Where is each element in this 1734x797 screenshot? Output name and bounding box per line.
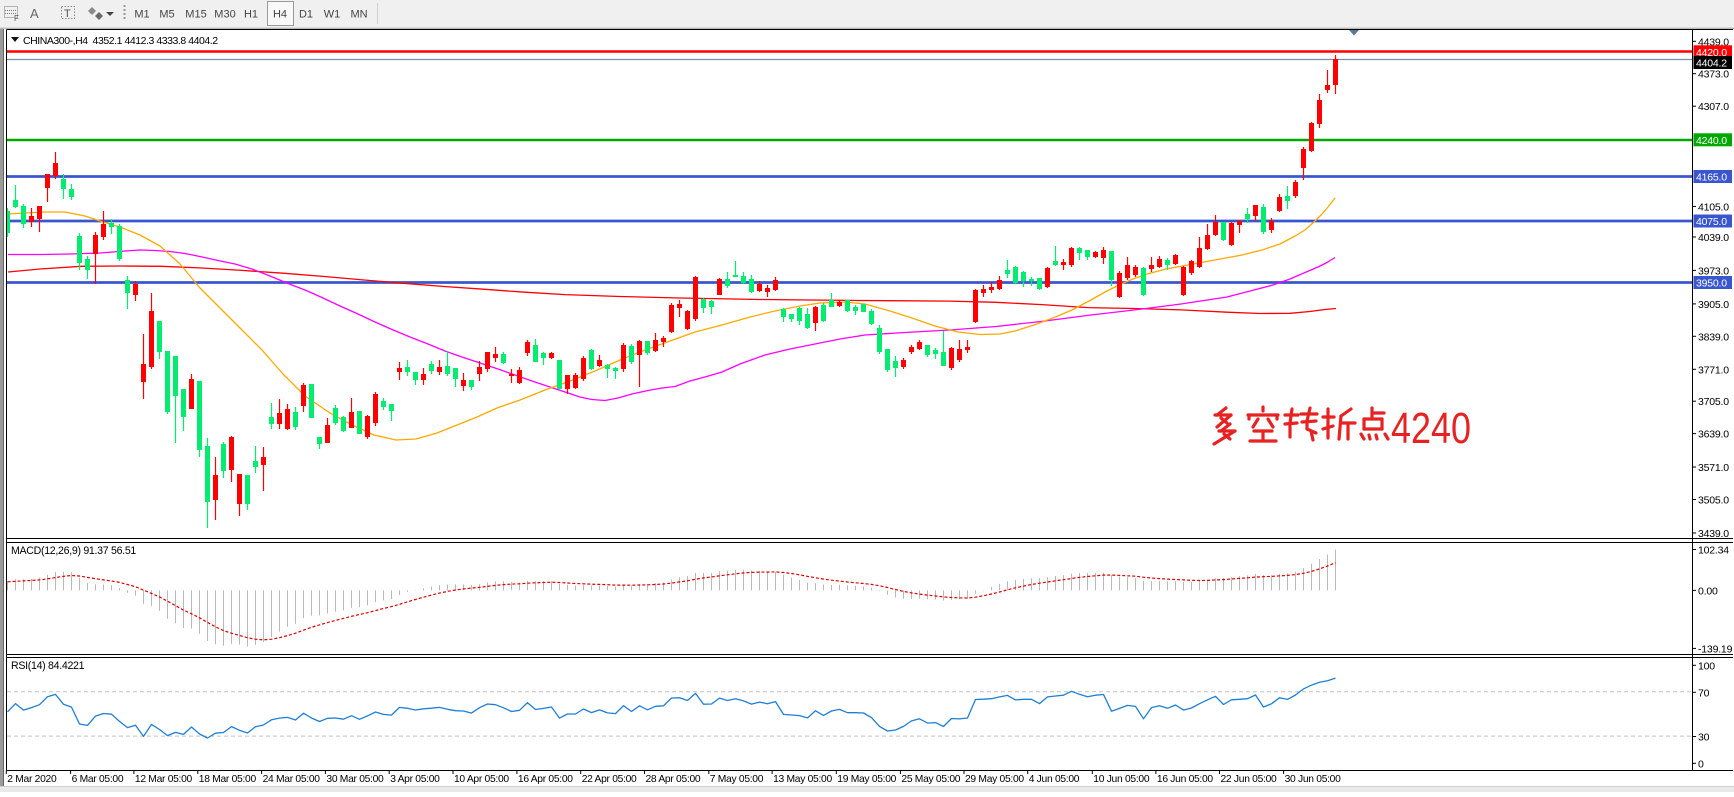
svg-text:A: A (30, 6, 39, 21)
svg-text:30 Mar 05:00: 30 Mar 05:00 (326, 774, 384, 785)
svg-text:4039.0: 4039.0 (1698, 232, 1729, 244)
svg-text:29 May 05:00: 29 May 05:00 (965, 774, 1024, 785)
svg-text:4420.0: 4420.0 (1696, 47, 1727, 59)
svg-text:M5: M5 (159, 9, 174, 21)
svg-text:16 Apr 05:00: 16 Apr 05:00 (518, 774, 573, 785)
svg-text:7 May 05:00: 7 May 05:00 (710, 774, 764, 785)
svg-text:100: 100 (1698, 660, 1715, 672)
svg-text:24 Mar 05:00: 24 Mar 05:00 (263, 774, 321, 785)
svg-text:3 Apr 05:00: 3 Apr 05:00 (390, 774, 440, 785)
svg-text:2 Mar 2020: 2 Mar 2020 (7, 774, 57, 785)
svg-text:H4: H4 (273, 9, 287, 21)
svg-text:H1: H1 (244, 9, 258, 21)
svg-text:102.34: 102.34 (1698, 545, 1729, 557)
svg-text:T: T (64, 8, 71, 20)
svg-text:6 Mar 05:00: 6 Mar 05:00 (72, 774, 124, 785)
svg-text:22 Apr 05:00: 22 Apr 05:00 (582, 774, 637, 785)
svg-text:-139.19: -139.19 (1698, 643, 1733, 655)
svg-text:4075.0: 4075.0 (1696, 216, 1727, 228)
svg-text:4307.0: 4307.0 (1698, 101, 1729, 113)
svg-text:22 Jun 05:00: 22 Jun 05:00 (1221, 774, 1278, 785)
svg-text:18 Mar 05:00: 18 Mar 05:00 (199, 774, 257, 785)
svg-text:4165.0: 4165.0 (1696, 172, 1727, 184)
svg-text:12 Mar 05:00: 12 Mar 05:00 (135, 774, 193, 785)
svg-text:3973.0: 3973.0 (1698, 265, 1729, 277)
svg-text:3705.0: 3705.0 (1698, 396, 1729, 408)
svg-text:MACD(12,26,9) 91.37 56.51: MACD(12,26,9) 91.37 56.51 (11, 545, 136, 557)
svg-text:CHINA300-,H4 4352.1 4412.3 43: CHINA300-,H4 4352.1 4412.3 4333.8 4404.2 (23, 35, 218, 47)
svg-text:3439.0: 3439.0 (1698, 528, 1729, 540)
svg-text:RSI(14) 84.4221: RSI(14) 84.4221 (11, 660, 85, 672)
svg-text:3905.0: 3905.0 (1698, 299, 1729, 311)
svg-text:0.00: 0.00 (1698, 585, 1718, 597)
svg-text:3505.0: 3505.0 (1698, 495, 1729, 507)
svg-text:70: 70 (1698, 687, 1710, 699)
svg-text:M15: M15 (185, 9, 206, 21)
svg-text:28 Apr 05:00: 28 Apr 05:00 (646, 774, 701, 785)
svg-text:M1: M1 (134, 9, 149, 21)
svg-text:13 May 05:00: 13 May 05:00 (773, 774, 832, 785)
svg-text:M30: M30 (214, 9, 235, 21)
svg-text:4105.0: 4105.0 (1698, 202, 1729, 214)
svg-text:4240: 4240 (1391, 404, 1471, 453)
svg-text:4373.0: 4373.0 (1698, 69, 1729, 81)
svg-text:3771.0: 3771.0 (1698, 364, 1729, 376)
svg-text:3839.0: 3839.0 (1698, 331, 1729, 343)
svg-text:F: F (14, 14, 19, 23)
svg-text:25 May 05:00: 25 May 05:00 (901, 774, 960, 785)
svg-text:10 Jun 05:00: 10 Jun 05:00 (1093, 774, 1150, 785)
svg-text:3639.0: 3639.0 (1698, 429, 1729, 441)
svg-text:16 Jun 05:00: 16 Jun 05:00 (1157, 774, 1214, 785)
svg-text:30 Jun 05:00: 30 Jun 05:00 (1285, 774, 1342, 785)
svg-text:0: 0 (1698, 758, 1704, 770)
svg-text:MN: MN (350, 9, 367, 21)
svg-text:W1: W1 (324, 9, 341, 21)
svg-text:30: 30 (1698, 732, 1710, 744)
svg-text:19 May 05:00: 19 May 05:00 (837, 774, 896, 785)
svg-text:3571.0: 3571.0 (1698, 462, 1729, 474)
svg-text:4404.2: 4404.2 (1696, 58, 1727, 70)
svg-text:10 Apr 05:00: 10 Apr 05:00 (454, 774, 509, 785)
svg-text:3950.0: 3950.0 (1696, 278, 1727, 290)
svg-text:4 Jun 05:00: 4 Jun 05:00 (1029, 774, 1080, 785)
svg-text:D1: D1 (299, 9, 313, 21)
svg-text:4240.0: 4240.0 (1696, 135, 1727, 147)
